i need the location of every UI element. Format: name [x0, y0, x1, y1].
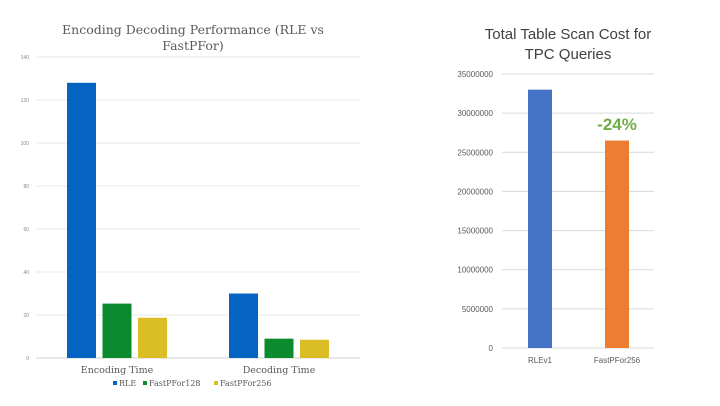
bar-fastpfor256-0	[138, 317, 167, 358]
table-scan-cost-chart: Total Table Scan Cost for TPC Queries 0 5…	[457, 26, 654, 365]
y-tick-label: 5000000	[462, 305, 494, 314]
legend-label: FastPFor256	[220, 379, 272, 388]
y-tick-label: 60	[23, 227, 29, 233]
y-tick-label: 25000000	[457, 148, 493, 157]
chart-title-line-1: Total Table Scan Cost for	[485, 26, 651, 43]
legend-swatch	[214, 381, 218, 385]
y-tick-label: 20	[23, 313, 29, 319]
bar-fastpfor256-1	[300, 339, 329, 358]
x-tick-label: FastPFor256	[594, 356, 641, 365]
y-tick-label: 120	[21, 98, 30, 104]
bar-rle-0	[67, 82, 96, 359]
y-tick-label: 140	[21, 55, 30, 61]
x-tick-label: RLEv1	[528, 356, 553, 365]
reduction-annotation: -24%	[597, 115, 637, 134]
legend-label: FastPFor128	[149, 379, 201, 388]
y-tick-label: 100	[21, 141, 30, 147]
y-tick-label: 15000000	[457, 227, 493, 236]
legend-label: RLE	[119, 379, 136, 388]
chart-title-line-1: Encoding Decoding Performance (RLE vs	[62, 22, 324, 37]
bar-rle-1	[229, 293, 258, 358]
y-tick-label: 35000000	[457, 70, 493, 79]
y-tick-label: 80	[23, 184, 29, 190]
y-tick-label: 10000000	[457, 266, 493, 275]
chart-title-line-2: FastPFor)	[162, 38, 224, 53]
y-tick-label: 30000000	[457, 109, 493, 118]
y-tick-label: 0	[489, 344, 494, 353]
legend-swatch	[113, 381, 117, 385]
bar-fastpfor256	[605, 140, 629, 348]
encoding-decoding-chart: Encoding Decoding Performance (RLE vs Fa…	[21, 22, 360, 388]
x-tick-label: Encoding Time	[81, 365, 154, 376]
chart-title-line-2: TPC Queries	[525, 46, 612, 63]
y-tick-label: 40	[23, 270, 29, 276]
bar-fastpfor128-1	[264, 338, 294, 358]
y-tick-label: 20000000	[457, 187, 493, 196]
bar-rlev1	[528, 89, 552, 349]
legend-swatch	[143, 381, 147, 385]
y-tick-label: 0	[26, 356, 29, 362]
x-tick-label: Decoding Time	[243, 365, 316, 376]
bar-fastpfor128-0	[102, 303, 132, 358]
